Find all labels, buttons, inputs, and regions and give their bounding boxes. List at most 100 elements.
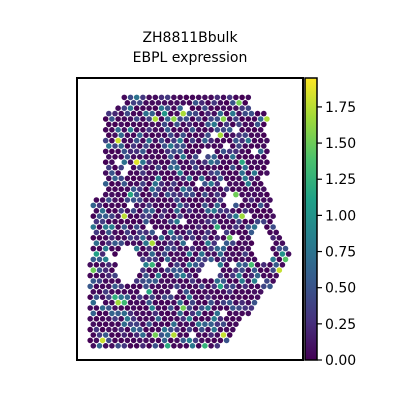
spot-point (230, 219, 236, 225)
spot-point (239, 311, 245, 317)
spot-point (165, 170, 171, 176)
spot-point (190, 278, 196, 284)
spot-point (190, 95, 196, 101)
spot-point (174, 316, 180, 322)
spot-point (134, 224, 140, 230)
spot-point (196, 267, 202, 273)
spot-point (174, 186, 180, 192)
spot-point (180, 316, 186, 322)
spot-point (91, 278, 97, 284)
spot-point (208, 159, 214, 165)
spot-point (159, 246, 165, 252)
spot-point (162, 176, 168, 182)
spot-point (146, 246, 152, 252)
spot-point (196, 203, 202, 209)
spot-point (211, 143, 217, 149)
spot-point (177, 289, 183, 295)
spot-point (118, 230, 124, 236)
spot-point (199, 143, 205, 149)
spot-point (190, 116, 196, 122)
spot-point (143, 154, 149, 160)
spot-point (246, 289, 252, 295)
spot-point (109, 138, 115, 144)
spot-point (199, 176, 205, 182)
spot-point (159, 149, 165, 155)
spot-point (100, 273, 106, 279)
spot-point (277, 257, 283, 263)
spot-point (168, 132, 174, 138)
spot-point (177, 267, 183, 273)
spot-point (242, 273, 248, 279)
spot-point (180, 154, 186, 160)
spot-point (122, 321, 128, 327)
spot-point (168, 186, 174, 192)
spot-point (264, 116, 270, 122)
spot-point (146, 149, 152, 155)
spot-point (184, 246, 190, 252)
spot-point (199, 186, 205, 192)
spot-point (94, 208, 100, 214)
spot-point (140, 159, 146, 165)
spot-point (149, 111, 155, 117)
spot-point (146, 181, 152, 187)
spot-point (156, 122, 162, 128)
spot-point (190, 311, 196, 317)
spot-point (202, 127, 208, 133)
spot-point (205, 284, 211, 290)
spot-point (94, 273, 100, 279)
spot-point (125, 316, 131, 322)
spot-point (190, 203, 196, 209)
spot-point (125, 143, 131, 149)
spot-point (103, 235, 109, 241)
spot-point (273, 262, 279, 268)
spot-point (230, 186, 236, 192)
spot-point (134, 289, 140, 295)
spot-point (115, 278, 121, 284)
spot-point (149, 122, 155, 128)
spot-point (218, 284, 224, 290)
spot-point (97, 332, 103, 338)
spot-point (205, 100, 211, 106)
spot-point (218, 111, 224, 117)
spot-point (94, 197, 100, 203)
spot-point (221, 170, 227, 176)
spot-point (134, 192, 140, 198)
spot-point (162, 197, 168, 203)
spot-point (196, 300, 202, 306)
spot-point (168, 305, 174, 311)
spot-point (196, 170, 202, 176)
spot-point (190, 213, 196, 219)
spot-point (128, 138, 134, 144)
spot-point (125, 230, 131, 236)
spot-point (122, 311, 128, 317)
spot-point (227, 213, 233, 219)
spot-point (252, 192, 258, 198)
spot-point (171, 192, 177, 198)
spot-point (221, 246, 227, 252)
spot-point (162, 186, 168, 192)
spot-point (224, 338, 230, 344)
spot-point (153, 321, 159, 327)
spot-point (146, 257, 152, 263)
spot-point (236, 316, 242, 322)
spot-point (184, 213, 190, 219)
spot-point (184, 343, 190, 349)
spot-point (146, 332, 152, 338)
spot-point (187, 327, 193, 333)
spot-point (202, 95, 208, 101)
spot-point (103, 116, 109, 122)
spot-point (249, 305, 255, 311)
spot-point (227, 300, 233, 306)
spot-point (187, 273, 193, 279)
spot-point (184, 278, 190, 284)
spot-point (159, 203, 165, 209)
spot-point (115, 170, 121, 176)
spot-point (162, 132, 168, 138)
spot-point (184, 170, 190, 176)
spot-point (137, 219, 143, 225)
spot-point (205, 327, 211, 333)
spot-point (118, 132, 124, 138)
spot-point (187, 219, 193, 225)
spot-point (224, 251, 230, 257)
spot-point (143, 132, 149, 138)
